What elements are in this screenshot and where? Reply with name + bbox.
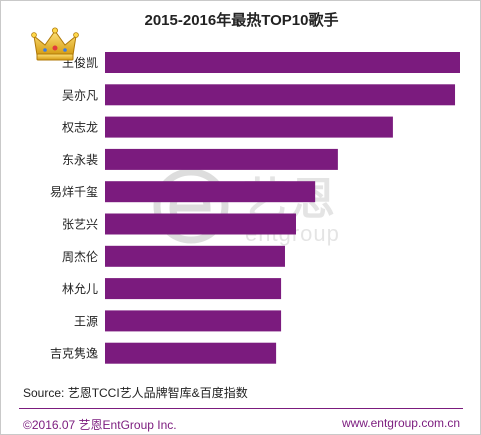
bar-3 [105,116,393,138]
category-label-4: 东永裴 [62,152,98,167]
bars-group [105,52,460,364]
bar-8 [105,278,282,300]
bar-6 [105,213,296,235]
category-label-7: 周杰伦 [62,249,98,264]
bar-2 [105,84,456,106]
category-label-3: 权志龙 [62,121,98,135]
bar-4 [105,148,338,170]
category-label-10: 吉克隽逸 [50,346,98,361]
crown-icon [31,27,79,61]
footer-copyright: ©2016.07 艺恩EntGroup Inc. [23,418,177,432]
category-label-9: 王源 [74,314,98,328]
footer-divider [19,408,463,409]
category-label-5: 易烊千玺 [50,185,98,199]
bar-1 [105,52,460,73]
bar-7 [105,245,285,267]
category-label-2: 吴亦凡 [62,87,98,102]
footer-website-link[interactable]: www.entgroup.com.cn [341,416,460,430]
bar-5 [105,181,316,203]
category-label-8: 林允儿 [62,281,98,296]
category-label-6: 张艺兴 [62,218,98,232]
bar-10 [105,342,277,364]
bar-9 [105,310,282,332]
chart-title: 2015-2016年最热TOP10歌手 [144,12,339,29]
source-note: Source: 艺恩TCCI艺人品牌智库&百度指数 [23,386,248,400]
